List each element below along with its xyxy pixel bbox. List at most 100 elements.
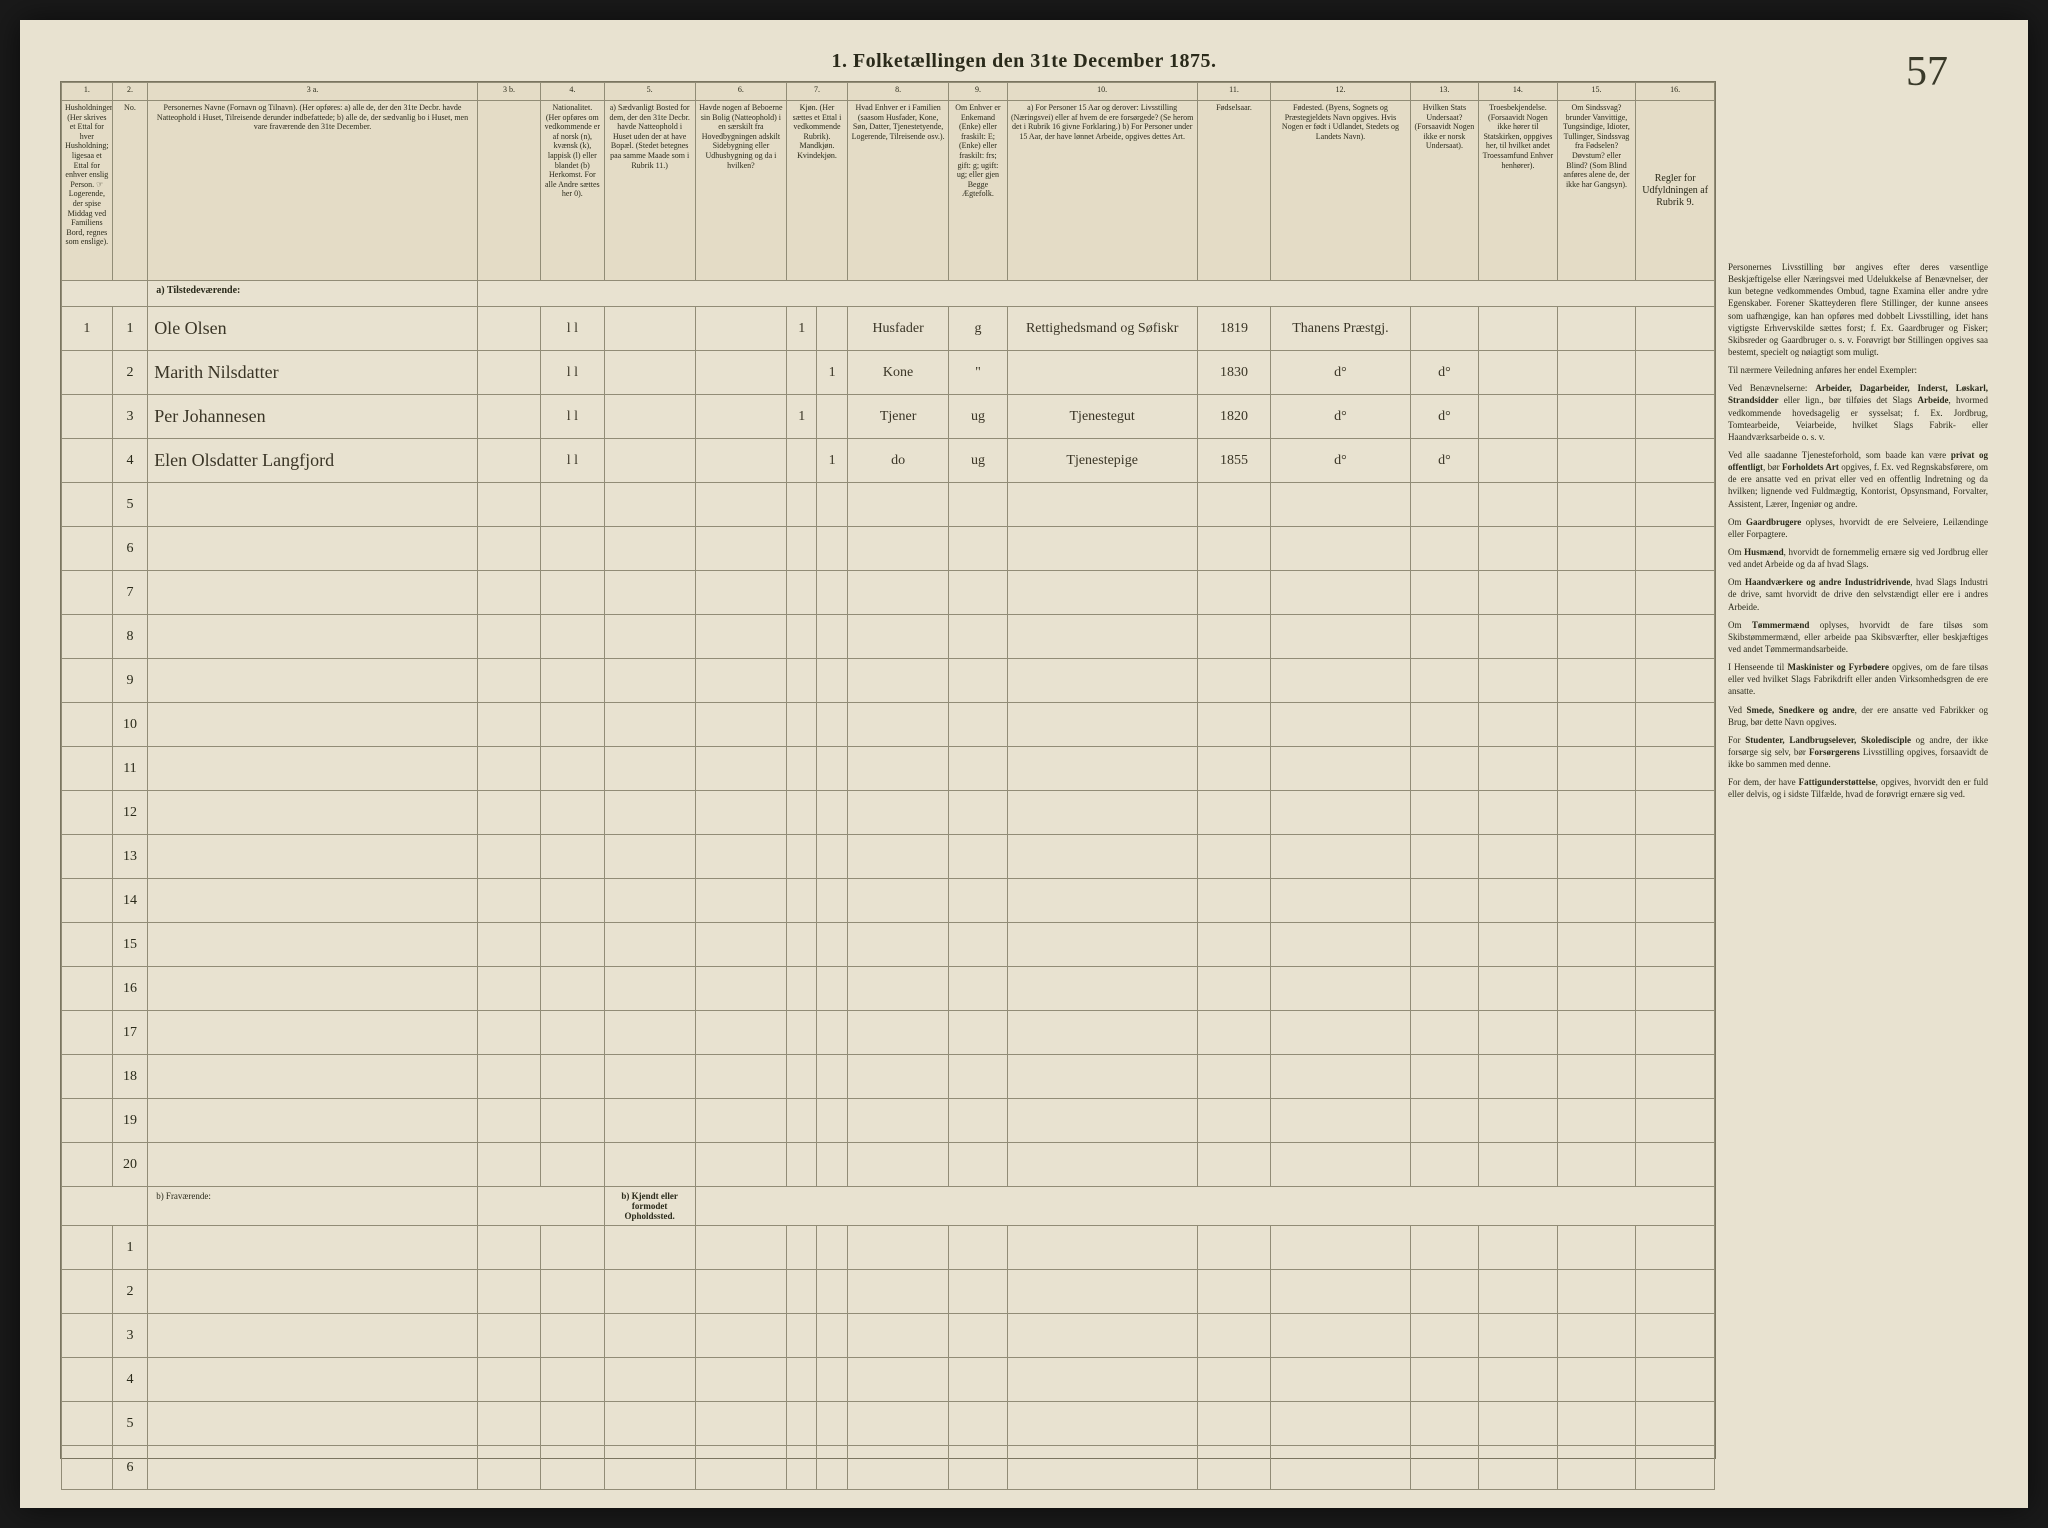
cell [1410, 1270, 1478, 1314]
table-row: 5 [62, 1402, 1715, 1446]
cell [949, 659, 1007, 703]
cell [1636, 1446, 1715, 1490]
cell [1479, 1226, 1558, 1270]
person-num: 3 [112, 1314, 147, 1358]
cell [787, 879, 817, 923]
cell [1557, 527, 1636, 571]
cell [847, 1402, 948, 1446]
cell [1271, 1011, 1410, 1055]
col-num: 5. [604, 83, 695, 101]
col-head [477, 101, 540, 281]
nationality: l l [541, 307, 604, 351]
cell [604, 615, 695, 659]
cell [1271, 1314, 1410, 1358]
table-row: a) Tilstedeværende: [62, 281, 1715, 307]
person-num: 12 [112, 791, 147, 835]
cell [541, 1226, 604, 1270]
cell [1007, 659, 1197, 703]
cell [817, 791, 847, 835]
cell [62, 1143, 113, 1187]
cell [787, 1446, 817, 1490]
cell [695, 395, 786, 439]
cell [695, 1446, 786, 1490]
cell [1636, 527, 1715, 571]
col-head: Om Enhver er Enkemand (Enke) eller frask… [949, 101, 1007, 281]
cell [847, 483, 948, 527]
cell [148, 1055, 478, 1099]
cell [604, 307, 695, 351]
cell [62, 615, 113, 659]
cell [62, 1187, 148, 1226]
cell [1007, 1446, 1197, 1490]
cell [1410, 879, 1478, 923]
cell [604, 1314, 695, 1358]
cell [949, 1099, 1007, 1143]
table-row: 16 [62, 967, 1715, 1011]
column-number-row: 1.2.3 a.3 b.4.5.6.7.8.9.10.11.12.13.14.1… [62, 83, 1715, 101]
cell [817, 923, 847, 967]
person-num: 4 [112, 439, 147, 483]
section-b-label: b) Fraværende: [148, 1187, 478, 1226]
cell [1271, 1270, 1410, 1314]
cell [1197, 879, 1271, 923]
cell [1636, 395, 1715, 439]
cell [1636, 703, 1715, 747]
instruction-para: Om Husmænd, hvorvidt de fornemmelig ernæ… [1728, 546, 1988, 570]
cell [817, 1099, 847, 1143]
person-num: 20 [112, 1143, 147, 1187]
cell [62, 703, 113, 747]
cell [1479, 527, 1558, 571]
instruction-para: Om Gaardbrugere oplyses, hvorvidt de ere… [1728, 516, 1988, 540]
cell [1271, 527, 1410, 571]
page-number: 57 [1906, 48, 1948, 96]
cell [62, 747, 113, 791]
cell [1636, 1358, 1715, 1402]
cell [604, 659, 695, 703]
cell [1557, 571, 1636, 615]
cell [1007, 1358, 1197, 1402]
cell [1479, 1055, 1558, 1099]
cell [1410, 747, 1478, 791]
cell [1007, 1314, 1197, 1358]
cell [477, 281, 1714, 307]
birth-year: 1820 [1197, 395, 1271, 439]
cell [1557, 395, 1636, 439]
cell [1410, 1446, 1478, 1490]
cell [1271, 1226, 1410, 1270]
cell [1197, 527, 1271, 571]
cell [1271, 615, 1410, 659]
table-row: 2Marith Nilsdatterl l1Kone"1830d°d° [62, 351, 1715, 395]
cell [541, 1446, 604, 1490]
cell [148, 527, 478, 571]
person-num: 3 [112, 395, 147, 439]
cell [1557, 1446, 1636, 1490]
cell [1479, 395, 1558, 439]
col-head: Fødselsaar. [1197, 101, 1271, 281]
cell [604, 1270, 695, 1314]
cell [695, 1143, 786, 1187]
sex-female [817, 307, 847, 351]
person-name: Ole Olsen [148, 307, 478, 351]
cell [1007, 923, 1197, 967]
cell [787, 483, 817, 527]
cell [1007, 1055, 1197, 1099]
cell [148, 1314, 478, 1358]
cell [62, 1446, 113, 1490]
cell [1479, 307, 1558, 351]
cell [1410, 1314, 1478, 1358]
household-num: 1 [62, 307, 113, 351]
cell [787, 923, 817, 967]
instruction-para: For Studenter, Landbrugselever, Skoledis… [1728, 734, 1988, 770]
cell [1197, 835, 1271, 879]
census-page: 57 1. Folketællingen den 31te December 1… [20, 20, 2028, 1508]
cell [787, 1270, 817, 1314]
cell [604, 1446, 695, 1490]
cell [541, 1011, 604, 1055]
cell: d° [1410, 395, 1478, 439]
cell [604, 395, 695, 439]
cell [817, 879, 847, 923]
cell [847, 835, 948, 879]
cell [477, 1099, 540, 1143]
cell [1197, 747, 1271, 791]
cell [1197, 1011, 1271, 1055]
